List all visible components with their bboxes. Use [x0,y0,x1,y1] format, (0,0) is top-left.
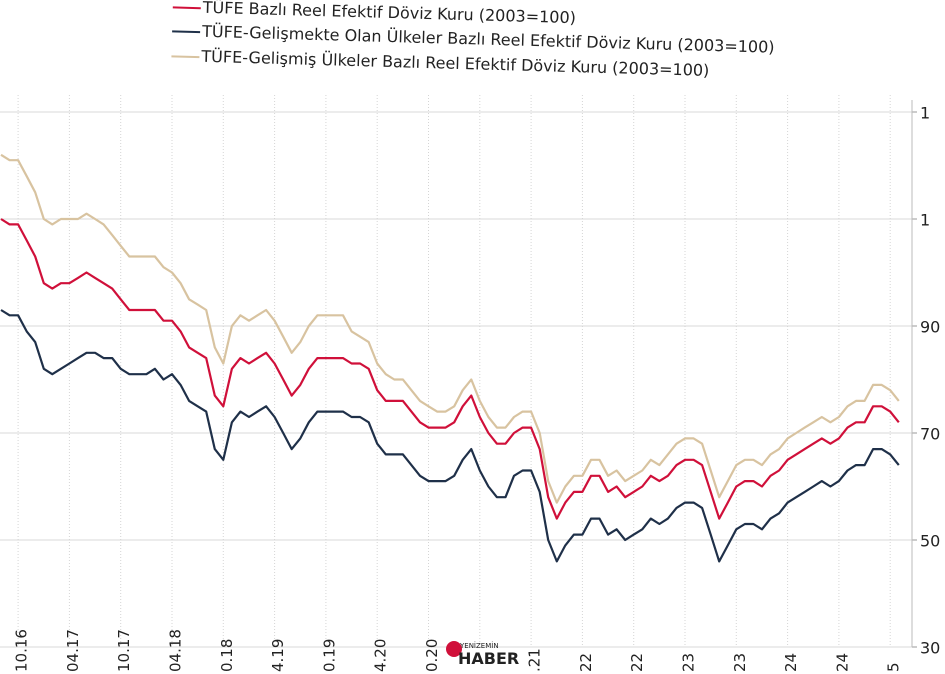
series-line [0,218,900,520]
x-tick-label: 04.17 [64,629,82,672]
series-line [0,153,900,504]
y-tick-label: 30 [920,639,940,658]
x-tick-label: 24 [833,653,851,672]
legend-swatch [172,6,201,10]
watermark-text: YENİZEMİN [459,641,499,650]
x-tick-label: 4.19 [269,639,287,672]
watermark-text: HABER [458,649,519,668]
x-tick-label: 04.18 [167,629,185,672]
x-tick-label: .21 [526,648,544,672]
y-tick-label: 1 [920,211,930,230]
x-tick-label: 22 [628,653,646,672]
y-tick-label: 1 [920,104,930,123]
x-tick-label: 10.16 [13,629,31,672]
legend-swatch [172,30,201,34]
watermark-logo [446,641,462,657]
x-tick-label: 10.17 [115,629,133,672]
x-tick-label: 5 [885,662,903,672]
x-tick-label: 0.19 [320,639,338,672]
x-tick-label: 24 [782,653,800,672]
x-tick-label: 0.20 [423,639,441,672]
x-tick-label: 23 [731,653,749,672]
x-tick-label: 0.18 [218,639,236,672]
legend: TÜFE Bazlı Reel Efektif Döviz Kuru (2003… [171,0,775,80]
x-tick-label: 22 [577,653,595,672]
y-tick-label: 50 [920,532,940,551]
y-tick-label: 70 [920,425,940,444]
y-tick-label: 90 [920,318,940,337]
legend-swatch [171,55,200,59]
x-tick-label: 4.20 [372,639,390,672]
x-tick-label: 23 [680,653,698,672]
series-line [0,309,900,563]
